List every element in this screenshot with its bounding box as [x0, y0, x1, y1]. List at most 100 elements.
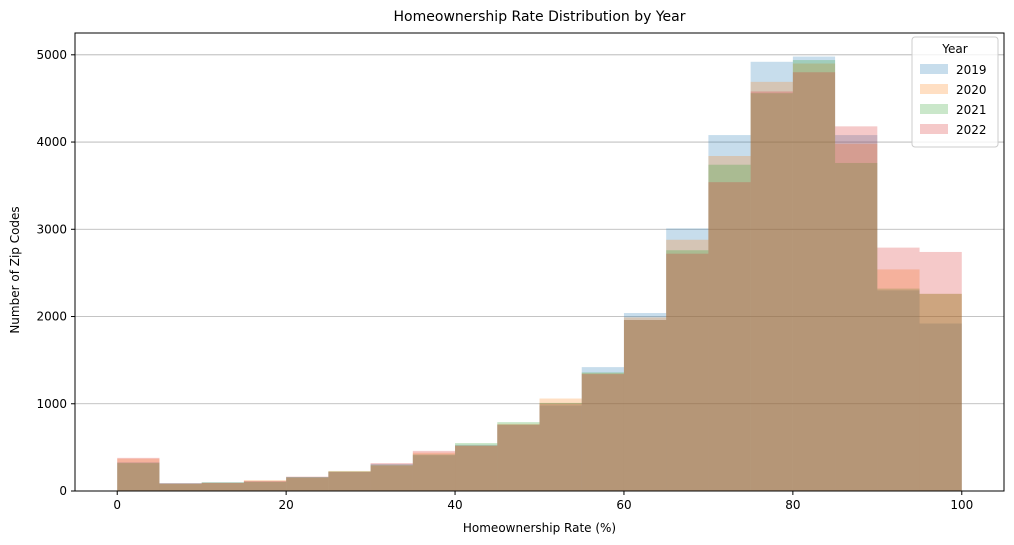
legend-swatch-2020 [920, 84, 948, 94]
bar-2020-8 [455, 445, 498, 491]
y-axis-label: Number of Zip Codes [8, 206, 22, 333]
bar-2019-17 [835, 135, 878, 491]
bar-2022-8 [455, 445, 498, 491]
bar-2019-14 [708, 135, 751, 491]
bar-2019-9 [497, 424, 540, 491]
bar-2021-10 [539, 402, 582, 491]
legend-label-2022: 2022 [956, 123, 987, 137]
x-tick-label: 0 [113, 498, 121, 512]
bar-2022-4 [286, 476, 329, 491]
y-tick-label: 3000 [36, 222, 67, 236]
series-2020 [117, 63, 962, 492]
x-tick-label: 60 [616, 498, 631, 512]
legend-label-2019: 2019 [956, 63, 987, 77]
y-tick-label: 5000 [36, 48, 67, 62]
bar-2021-13 [666, 250, 709, 491]
bar-2022-13 [666, 253, 709, 491]
bar-2022-18 [877, 247, 920, 491]
bar-2019-12 [623, 313, 667, 491]
bar-2020-6 [370, 465, 413, 491]
bar-2022-11 [581, 374, 624, 491]
y-tick-label: 4000 [36, 135, 67, 149]
chart-title: Homeownership Rate Distribution by Year [394, 9, 686, 25]
bar-2022-2 [201, 482, 244, 491]
bar-2019-4 [286, 477, 329, 491]
bar-2019-6 [370, 463, 413, 491]
bar-2021-19 [919, 293, 962, 491]
bar-2021-4 [286, 477, 329, 491]
legend: Year 2019 2020 2021 2022 [911, 36, 999, 148]
bar-2020-18 [877, 269, 920, 491]
bar-2021-7 [412, 454, 456, 491]
bar-2021-18 [877, 288, 920, 491]
bar-2020-2 [201, 482, 244, 491]
legend-box [911, 36, 999, 148]
y-tick-label: 0 [59, 484, 67, 498]
bar-2019-0 [117, 462, 160, 491]
bar-2020-14 [708, 156, 751, 491]
bar-2022-14 [708, 182, 751, 492]
x-tick-label: 100 [950, 498, 973, 512]
x-tick-label: 20 [278, 498, 293, 512]
bar-2022-1 [159, 483, 202, 491]
bar-2020-13 [666, 239, 709, 491]
bar-2020-12 [623, 317, 667, 491]
bar-2021-14 [708, 164, 751, 491]
bar-2022-12 [623, 320, 667, 491]
bar-2022-5 [328, 471, 371, 491]
bar-2022-6 [370, 463, 413, 491]
x-tick-label: 80 [785, 498, 800, 512]
axes-frame [74, 32, 1005, 492]
bar-2019-13 [666, 228, 709, 491]
bar-2019-1 [159, 483, 202, 491]
bar-2022-9 [497, 424, 540, 491]
bar-2021-9 [497, 422, 540, 491]
bar-2022-10 [539, 403, 582, 491]
bar-2020-7 [412, 452, 456, 491]
bar-2020-15 [750, 81, 793, 491]
bar-2020-3 [243, 480, 287, 491]
bar-2019-10 [539, 405, 582, 491]
series-2022 [117, 72, 962, 492]
bar-2022-0 [117, 457, 160, 491]
bar-2022-7 [412, 450, 456, 491]
bar-2019-16 [792, 56, 836, 491]
legend-label-2020: 2020 [956, 83, 987, 97]
bar-2021-8 [455, 443, 498, 491]
bar-2021-5 [328, 471, 371, 491]
bar-2020-17 [835, 143, 878, 492]
legend-swatch-2022 [920, 124, 948, 134]
x-tick-label: 40 [447, 498, 462, 512]
series-2021 [117, 60, 962, 492]
bar-2020-4 [286, 477, 329, 491]
bar-2021-0 [117, 463, 160, 491]
bar-2021-6 [370, 464, 413, 491]
bar-2019-11 [581, 367, 624, 491]
bar-2020-19 [919, 293, 962, 491]
series-2019 [117, 56, 962, 491]
bar-2020-1 [159, 484, 202, 491]
bar-2020-16 [792, 63, 836, 492]
legend-swatch-2019 [920, 64, 948, 74]
bar-2019-18 [877, 290, 920, 491]
bar-2019-8 [455, 444, 498, 491]
bar-2020-0 [117, 458, 160, 491]
bar-2021-12 [623, 320, 667, 491]
bar-2019-15 [750, 61, 793, 491]
bar-2020-10 [539, 398, 582, 491]
bar-2021-11 [581, 372, 624, 491]
bar-2020-9 [497, 423, 540, 491]
bar-2021-1 [159, 483, 202, 491]
x-axis-label: Homeownership Rate (%) [463, 521, 616, 535]
bar-2021-2 [201, 482, 244, 491]
bar-2022-3 [243, 480, 287, 491]
legend-title: Year [941, 42, 967, 56]
bar-2019-19 [919, 323, 962, 491]
bar-2022-17 [835, 126, 878, 492]
bar-2019-7 [412, 455, 456, 491]
bar-2021-17 [835, 162, 878, 492]
bar-2019-5 [328, 471, 371, 491]
bar-2021-3 [243, 481, 287, 491]
y-tick-label: 2000 [36, 310, 67, 324]
